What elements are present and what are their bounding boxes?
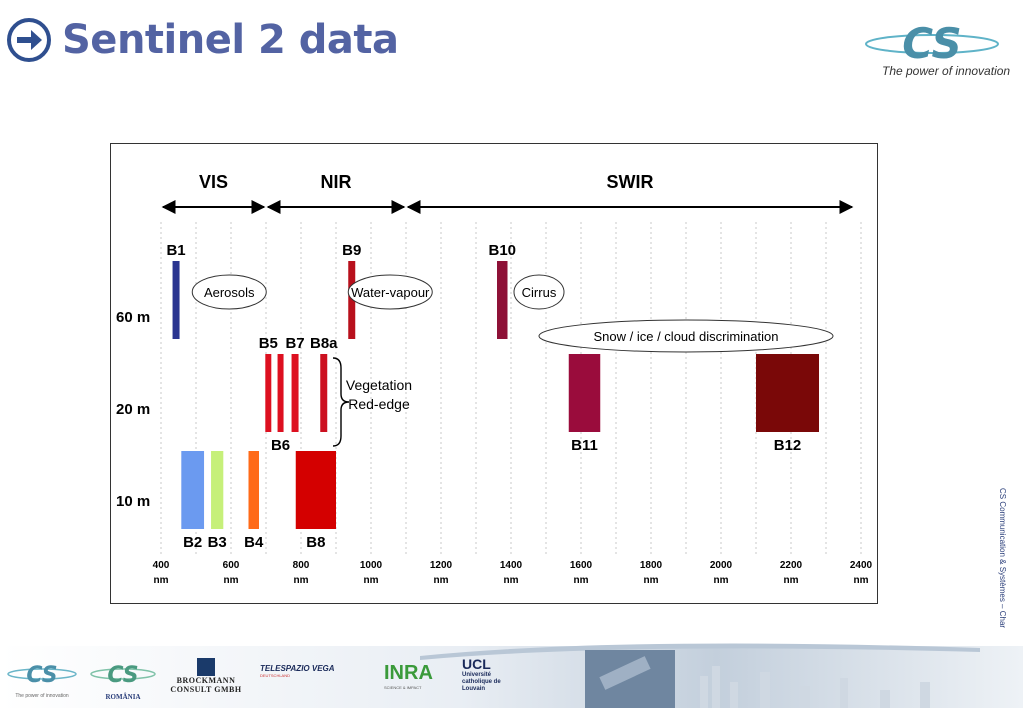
band-b1	[172, 261, 180, 339]
vegetation-brace	[332, 357, 350, 447]
svg-text:CS: CS	[107, 663, 138, 688]
x-tick-unit: nm	[504, 575, 519, 586]
band-label-b1: B1	[166, 242, 185, 259]
band-label-b8a: B8a	[310, 335, 338, 352]
satellite-image	[585, 650, 675, 708]
chart-frame: VIS NIR SWIR 60 m 20 m 10 m B1 B9 B10 B5 B6 B7 B8a B1…	[110, 143, 878, 604]
x-tick-label: 2400	[850, 560, 873, 571]
cs-romania-logo: CS ROMÂNIA	[88, 660, 158, 701]
svg-text:CS: CS	[26, 663, 57, 688]
row-label: 10 m	[116, 493, 150, 510]
x-tick-unit: nm	[364, 575, 379, 586]
telespazio-logo: TELESPAZIO VEGA DEUTSCHLAND	[260, 664, 335, 678]
x-tick-label: 1400	[500, 560, 523, 571]
side-caption-text: CS Communication & Systèmes – Charte 201…	[998, 488, 1007, 628]
band-label-b12: B12	[774, 437, 802, 454]
band-b9	[348, 261, 356, 339]
band-b5	[265, 354, 272, 432]
page-title: Sentinel 2 data	[62, 17, 399, 63]
brockmann-logo: BROCKMANN CONSULT GMBH	[166, 658, 246, 702]
x-tick-unit: nm	[644, 575, 659, 586]
band-b2	[181, 451, 205, 529]
band-label-b6: B6	[271, 437, 290, 454]
x-tick-unit: nm	[714, 575, 729, 586]
x-tick-unit: nm	[154, 575, 169, 586]
cs-footer-subtitle: The power of innovation	[15, 693, 69, 699]
annotation-red-edge: Red-edge	[348, 396, 410, 412]
x-tick-label: 400	[153, 560, 170, 571]
annotation-ellipse	[513, 274, 565, 310]
band-label-b8: B8	[306, 534, 325, 551]
x-tick-unit: nm	[224, 575, 239, 586]
region-label-swir: SWIR	[607, 172, 654, 192]
region-label-vis: VIS	[199, 172, 228, 192]
x-tick-unit: nm	[854, 575, 869, 586]
band-b3	[211, 451, 224, 529]
cs-footer-logo: CS The power of innovation	[6, 660, 78, 700]
side-caption: CS Communication & Systèmes – Charte 201…	[998, 488, 1007, 628]
x-tick-label: 2000	[710, 560, 733, 571]
band-b6	[277, 354, 284, 432]
row-label: 20 m	[116, 401, 150, 418]
band-b12	[756, 354, 819, 432]
x-tick-label: 1600	[570, 560, 593, 571]
annotation-text: Water-vapour	[351, 285, 430, 300]
cs-logo-text: CS	[902, 19, 962, 68]
cs-romania-logo-mark: CS	[90, 663, 156, 688]
brockmann-square-icon	[197, 658, 215, 676]
x-tick-label: 800	[293, 560, 310, 571]
x-tick-unit: nm	[784, 575, 799, 586]
cs-logo: CS	[865, 19, 999, 68]
sentinel-band-chart: VIS NIR SWIR 60 m 20 m 10 m B1 B9 B10 B5 B6 B7 B8a B1…	[116, 172, 873, 586]
x-tick-label: 1200	[430, 560, 453, 571]
title-area: Sentinel 2 data	[6, 10, 399, 70]
band-label-b10: B10	[488, 242, 516, 259]
annotation-text: Aerosols	[204, 285, 255, 300]
band-b10	[497, 261, 508, 339]
band-label-b5: B5	[259, 335, 278, 352]
band-label-b2: B2	[183, 534, 202, 551]
annotation-text: Snow / ice / cloud discrimination	[594, 329, 779, 344]
cs-footer-logo-mark: CS	[7, 663, 77, 688]
annotation-text: Cirrus	[522, 285, 557, 300]
x-tick-label: 1800	[640, 560, 663, 571]
band-b7	[291, 354, 299, 432]
band-b8	[295, 451, 336, 529]
tagline: The power of innovation	[882, 64, 1011, 78]
band-b8a	[320, 354, 328, 432]
band-label-b4: B4	[244, 534, 264, 551]
band-label-b11: B11	[571, 437, 598, 454]
band-label-b7: B7	[285, 335, 304, 352]
x-tick-label: 600	[223, 560, 240, 571]
annotation-ellipse	[347, 274, 433, 310]
annotation-vegetation: Vegetation	[346, 377, 412, 393]
x-tick-unit: nm	[294, 575, 309, 586]
arrow-circle-icon	[7, 18, 51, 62]
footer-banner	[0, 643, 1023, 708]
cs-romania-subtitle: ROMÂNIA	[105, 693, 141, 701]
row-label: 60 m	[116, 309, 150, 326]
inra-logo: INRA SCIENCE & IMPACT	[384, 662, 433, 690]
region-label-nir: NIR	[321, 172, 352, 192]
x-tick-unit: nm	[434, 575, 449, 586]
annotation-ellipse	[191, 274, 267, 310]
x-tick-label: 2200	[780, 560, 803, 571]
annotation-ellipse	[538, 319, 834, 353]
band-b4	[248, 451, 259, 529]
x-tick-label: 1000	[360, 560, 383, 571]
band-label-b9: B9	[342, 242, 361, 259]
ucl-logo: UCL Université catholique de Louvain	[462, 656, 501, 692]
band-b11	[568, 354, 601, 432]
band-label-b3: B3	[208, 534, 227, 551]
x-tick-unit: nm	[574, 575, 589, 586]
